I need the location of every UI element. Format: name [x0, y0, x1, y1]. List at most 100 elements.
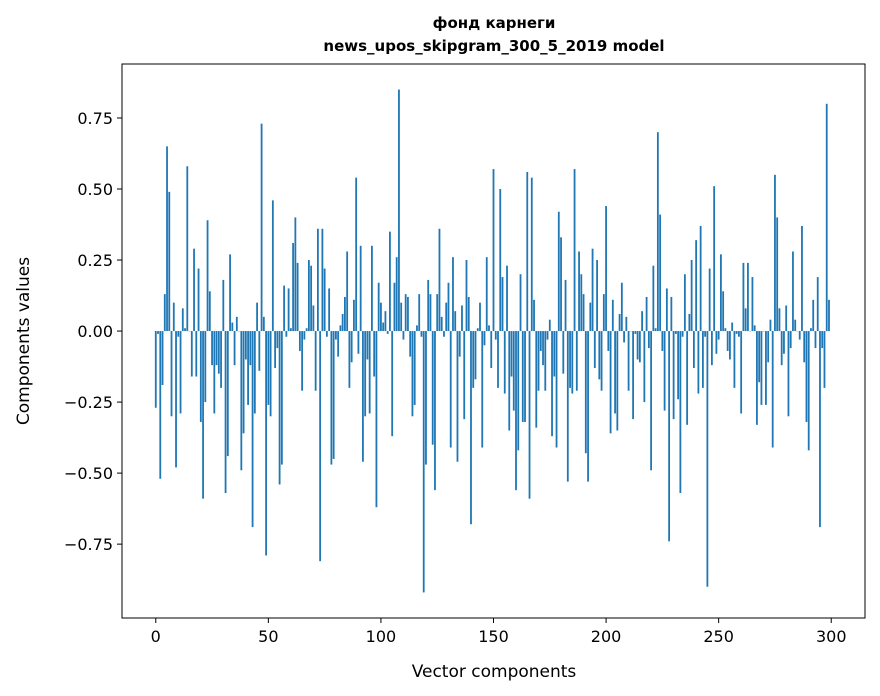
bar-106	[393, 282, 396, 332]
bar-127	[440, 316, 443, 332]
bar-181	[562, 331, 565, 374]
bar-49	[265, 331, 267, 556]
bar-187	[575, 331, 578, 391]
x-tick-label: 300	[816, 627, 847, 646]
bar-40	[244, 331, 247, 360]
bar-200	[605, 206, 607, 332]
bar-175	[548, 319, 551, 332]
bar-82	[339, 325, 342, 332]
bar-277	[778, 308, 781, 332]
bar-80	[334, 331, 337, 340]
bar-218	[645, 296, 648, 332]
bar-296	[821, 331, 824, 349]
bar-256	[731, 322, 734, 332]
bar-75	[323, 268, 326, 332]
bar-84	[343, 296, 346, 332]
y-tick-label: 0.75	[77, 109, 113, 128]
bar-259	[738, 331, 740, 337]
bar-156	[506, 265, 508, 332]
bar-90	[357, 331, 360, 354]
bar-0	[154, 331, 157, 408]
bar-254	[726, 331, 729, 351]
y-tick-label: 0.25	[77, 251, 113, 270]
bars-group	[154, 89, 830, 593]
bar-215	[638, 331, 641, 363]
bar-227	[665, 288, 668, 332]
bar-280	[785, 305, 788, 332]
bar-112	[407, 296, 409, 332]
bar-114	[411, 331, 414, 417]
bar-236	[686, 331, 689, 425]
bar-21	[202, 331, 204, 499]
bar-17	[193, 248, 195, 332]
bar-220	[650, 331, 653, 471]
bar-188	[578, 251, 580, 332]
bar-11	[179, 331, 182, 414]
bar-70	[312, 305, 315, 332]
bar-268	[758, 331, 761, 383]
bar-157	[508, 331, 511, 431]
bar-140	[470, 331, 472, 525]
bar-240	[695, 240, 698, 332]
bar-152	[497, 331, 499, 388]
bar-223	[656, 132, 659, 332]
bar-101	[382, 322, 385, 332]
bar-59	[287, 288, 290, 332]
bar-119	[422, 331, 425, 593]
bar-58	[285, 331, 288, 337]
bar-12	[181, 308, 184, 332]
bar-86	[348, 331, 351, 388]
bar-297	[823, 331, 826, 388]
y-tick-label: −0.50	[64, 464, 113, 483]
bar-102	[384, 311, 387, 332]
bar-117	[418, 294, 421, 332]
bar-33	[229, 254, 231, 332]
bar-150	[492, 169, 495, 332]
bar-138	[465, 260, 468, 332]
bar-226	[663, 331, 666, 411]
bar-160	[515, 331, 517, 491]
bar-155	[503, 331, 506, 394]
bar-272	[767, 331, 770, 363]
bar-184	[569, 331, 571, 388]
bar-257	[733, 331, 736, 388]
bar-48	[262, 316, 265, 332]
bar-251	[720, 254, 722, 332]
bar-219	[647, 331, 650, 349]
bar-18	[195, 331, 198, 377]
bar-94	[366, 331, 369, 360]
bar-170	[537, 331, 540, 391]
bar-269	[760, 331, 763, 405]
bar-266	[753, 325, 756, 332]
bar-180	[560, 237, 562, 332]
bar-39	[242, 331, 245, 434]
bar-241	[697, 331, 700, 394]
bar-109	[400, 302, 403, 332]
bar-149	[490, 331, 493, 368]
bar-147	[485, 257, 488, 332]
y-tick-label: 0.50	[77, 180, 113, 199]
bar-225	[661, 331, 664, 351]
bar-206	[618, 314, 621, 332]
bar-6	[168, 191, 171, 332]
bar-121	[427, 279, 430, 332]
bar-260	[740, 331, 743, 414]
y-tick-label: −0.25	[64, 393, 113, 412]
bar-56	[280, 331, 283, 465]
bar-98	[375, 331, 378, 508]
bar-110	[402, 331, 405, 340]
bar-244	[704, 331, 707, 337]
bar-230	[672, 331, 675, 420]
bar-197	[598, 331, 601, 380]
bar-185	[571, 331, 574, 394]
bar-189	[580, 274, 583, 332]
x-tick-label: 0	[151, 627, 161, 646]
bar-293	[814, 331, 817, 349]
bar-55	[278, 331, 281, 485]
bar-38	[240, 331, 243, 471]
bar-201	[607, 331, 610, 351]
bar-299	[828, 299, 830, 332]
bar-108	[398, 89, 400, 332]
bar-43	[251, 331, 254, 528]
